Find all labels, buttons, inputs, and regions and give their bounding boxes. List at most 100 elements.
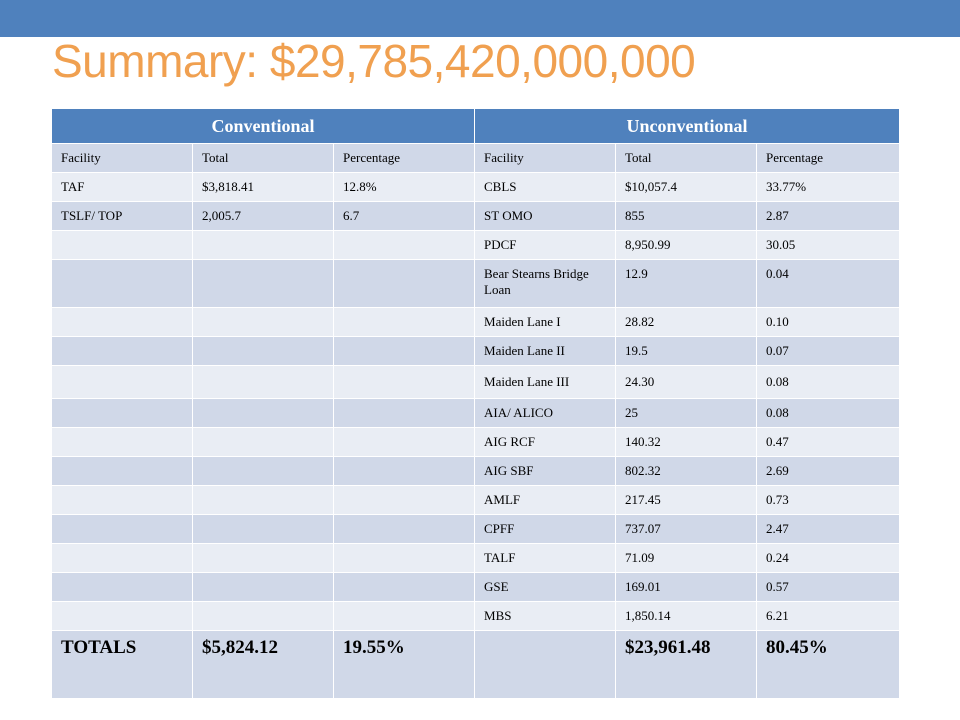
cell-unconv-total: 12.9 [615, 259, 758, 308]
cell-conv-total [192, 543, 334, 573]
cell-unconv-facility: AIA/ ALICO [474, 398, 617, 428]
cell-unconv-total: 855 [615, 201, 758, 231]
group-header-row: Conventional Unconventional [50, 108, 901, 144]
table-row: AMLF 217.45 0.73 [51, 485, 901, 515]
cell-conv-total [192, 398, 334, 428]
table-row: Maiden Lane I 28.82 0.10 [51, 307, 901, 337]
table-row: GSE 169.01 0.57 [51, 572, 901, 602]
cell-unconv-facility: AMLF [474, 485, 617, 515]
cell-conv-total: Total [192, 143, 334, 173]
cell-unconv-total: 71.09 [615, 543, 758, 573]
table-row: TSLF/ TOP 2,005.7 6.7 ST OMO 855 2.87 [51, 201, 901, 231]
cell-unconv-total: 1,850.14 [615, 601, 758, 631]
table-row: AIG RCF 140.32 0.47 [51, 427, 901, 457]
cell-unconv-percentage: 33.77% [756, 172, 901, 202]
cell-conv-percentage [332, 336, 476, 366]
cell-unconv-total: 19.5 [615, 336, 758, 366]
cell-conv-facility [51, 336, 193, 366]
cell-unconv-percentage: 2.69 [756, 456, 901, 486]
cell-conv-percentage [332, 543, 476, 573]
cell-conv-percentage [332, 427, 476, 457]
cell-conv-total: $5,824.12 [192, 630, 334, 699]
cell-unconv-percentage: 6.21 [756, 601, 901, 631]
cell-unconv-facility: Maiden Lane II [474, 336, 617, 366]
cell-conv-total [192, 365, 334, 399]
cell-unconv-total: 217.45 [615, 485, 758, 515]
cell-unconv-facility: AIG RCF [474, 427, 617, 457]
table-row: MBS 1,850.14 6.21 [51, 601, 901, 631]
cell-unconv-percentage: 80.45% [756, 630, 901, 699]
cell-unconv-percentage: 0.07 [756, 336, 901, 366]
cell-unconv-percentage: 0.57 [756, 572, 901, 602]
cell-conv-percentage [332, 456, 476, 486]
cell-unconv-total: $10,057.4 [615, 172, 758, 202]
cell-unconv-percentage: 0.10 [756, 307, 901, 337]
cell-conv-total [192, 230, 334, 260]
column-header-row: Facility Total Percentage Facility Total Perc… [51, 143, 901, 173]
cell-conv-total [192, 601, 334, 631]
cell-conv-facility [51, 543, 193, 573]
cell-conv-percentage [332, 307, 476, 337]
cell-conv-total [192, 456, 334, 486]
cell-unconv-total: 24.30 [615, 365, 758, 399]
cell-conv-facility: TOTALS [51, 630, 193, 699]
cell-conv-total [192, 427, 334, 457]
cell-unconv-percentage: 0.08 [756, 365, 901, 399]
table-row: TAF $3,818.41 12.8% CBLS $10,057.4 33.77% [51, 172, 901, 202]
cell-unconv-facility [474, 630, 617, 699]
cell-unconv-facility: MBS [474, 601, 617, 631]
cell-conv-facility [51, 230, 193, 260]
table-row: Maiden Lane II 19.5 0.07 [51, 336, 901, 366]
table-row: AIA/ ALICO 25 0.08 [51, 398, 901, 428]
summary-table: Conventional Unconventional Facility Tota… [50, 108, 901, 699]
cell-unconv-facility: CPFF [474, 514, 617, 544]
cell-conv-total: $3,818.41 [192, 172, 334, 202]
cell-conv-percentage [332, 398, 476, 428]
cell-unconv-facility: Facility [474, 143, 617, 173]
cell-conv-facility [51, 427, 193, 457]
cell-unconv-total: 25 [615, 398, 758, 428]
table-row: Bear Stearns Bridge Loan 12.9 0.04 [51, 259, 901, 308]
cell-unconv-facility: TALF [474, 543, 617, 573]
cell-conv-total [192, 572, 334, 602]
cell-conv-total [192, 514, 334, 544]
unconventional-header: Unconventional [474, 108, 901, 144]
cell-conv-percentage [332, 259, 476, 308]
cell-unconv-percentage: 0.04 [756, 259, 901, 308]
cell-unconv-percentage: 0.47 [756, 427, 901, 457]
cell-unconv-percentage: Percentage [756, 143, 901, 173]
cell-unconv-total: Total [615, 143, 758, 173]
cell-conv-percentage: 12.8% [332, 172, 476, 202]
cell-conv-percentage [332, 514, 476, 544]
cell-conv-percentage [332, 572, 476, 602]
cell-conv-total [192, 307, 334, 337]
cell-conv-facility: TSLF/ TOP [51, 201, 193, 231]
cell-unconv-facility: PDCF [474, 230, 617, 260]
cell-unconv-total: 28.82 [615, 307, 758, 337]
cell-unconv-total: $23,961.48 [615, 630, 758, 699]
cell-conv-facility [51, 485, 193, 515]
table-row: TALF 71.09 0.24 [51, 543, 901, 573]
table-row: Maiden Lane III 24.30 0.08 [51, 365, 901, 399]
cell-unconv-facility: CBLS [474, 172, 617, 202]
cell-unconv-percentage: 2.87 [756, 201, 901, 231]
cell-conv-facility [51, 601, 193, 631]
cell-conv-facility [51, 365, 193, 399]
cell-unconv-percentage: 2.47 [756, 514, 901, 544]
cell-unconv-facility: GSE [474, 572, 617, 602]
cell-unconv-percentage: 0.24 [756, 543, 901, 573]
cell-conv-percentage [332, 601, 476, 631]
cell-unconv-percentage: 0.08 [756, 398, 901, 428]
table-row: PDCF 8,950.99 30.05 [51, 230, 901, 260]
cell-unconv-facility: Bear Stearns Bridge Loan [474, 259, 617, 308]
cell-conv-total [192, 336, 334, 366]
cell-conv-facility: TAF [51, 172, 193, 202]
cell-conv-total: 2,005.7 [192, 201, 334, 231]
page-title: Summary: $29,785,420,000,000 [52, 35, 696, 87]
cell-conv-total [192, 259, 334, 308]
cell-unconv-facility: AIG SBF [474, 456, 617, 486]
cell-conv-total [192, 485, 334, 515]
cell-conv-percentage [332, 485, 476, 515]
cell-conv-facility [51, 456, 193, 486]
cell-unconv-facility: Maiden Lane I [474, 307, 617, 337]
